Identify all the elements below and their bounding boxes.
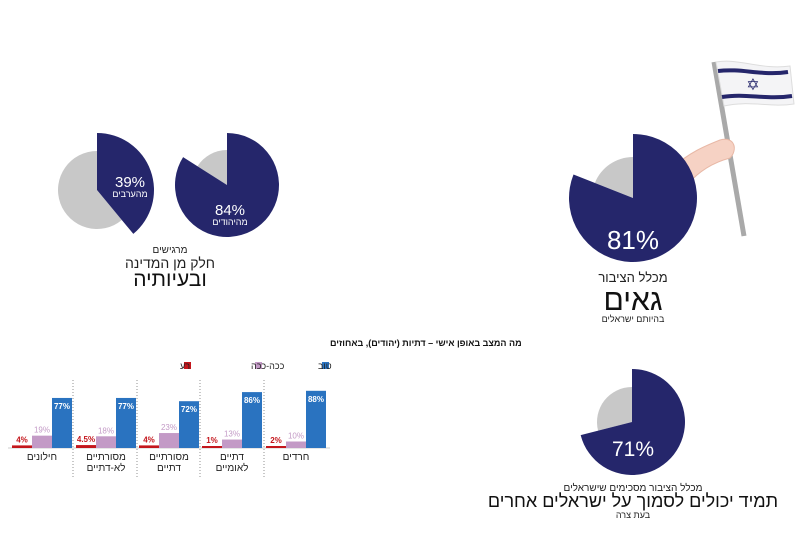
category-label: דתיים bbox=[157, 463, 181, 474]
category-label: לאומיים bbox=[216, 462, 249, 474]
category-label: חרדים bbox=[283, 452, 310, 463]
bar-bad bbox=[139, 445, 159, 448]
bar-label-bad: 4% bbox=[16, 435, 28, 444]
proud-value-label: 81% bbox=[607, 225, 659, 255]
bar-good bbox=[242, 392, 262, 448]
pie-proud bbox=[569, 134, 698, 262]
legend-label-bad: רע bbox=[180, 361, 190, 371]
bar-label-so-so: 23% bbox=[161, 423, 177, 432]
trust-headline: תמיד יכולים לסמוך על ישראלים אחרים bbox=[488, 491, 778, 511]
jews-remainder-slice bbox=[197, 150, 227, 185]
bar-good bbox=[52, 397, 72, 448]
category-label: חילונים bbox=[27, 451, 57, 463]
bar-bad bbox=[12, 445, 32, 448]
bar-bad bbox=[202, 446, 222, 448]
flag-stripe-bottom bbox=[721, 93, 793, 100]
proud-headline: גאים bbox=[603, 284, 662, 317]
pie-jews bbox=[175, 133, 280, 237]
bar-bad bbox=[76, 445, 96, 448]
trust-value-label: 71% bbox=[612, 438, 654, 461]
bar-label-good: 86% bbox=[244, 396, 260, 405]
bar-label-good: 72% bbox=[181, 405, 197, 414]
bar-label-bad: 4.5% bbox=[77, 435, 95, 444]
bar-label-good: 77% bbox=[118, 402, 134, 411]
bar-so-so bbox=[96, 436, 116, 448]
jews-value-slice bbox=[175, 133, 280, 237]
flag-stripe-top bbox=[717, 68, 789, 76]
proud-value-slice bbox=[569, 134, 698, 262]
bar-label-bad: 1% bbox=[206, 436, 218, 445]
legend-label-good: טוב bbox=[318, 361, 332, 371]
legend-label-so-so: ככה-ככה bbox=[251, 361, 285, 371]
bar-so-so bbox=[222, 439, 242, 448]
arabs-group-label: מהערבים bbox=[112, 189, 147, 199]
arabs-value-slice bbox=[97, 133, 154, 234]
bar-so-so bbox=[286, 441, 306, 448]
arabs-remainder-slice bbox=[57, 151, 122, 229]
proud-line1: מכלל הציבור bbox=[598, 270, 667, 285]
bar-good bbox=[179, 401, 199, 448]
trust-value-slice bbox=[580, 369, 685, 475]
bar-label-so-so: 10% bbox=[288, 432, 304, 441]
bar-chart-title: מה המצב באופן אישי – דתיות (יהודים), באח… bbox=[330, 338, 522, 348]
jews-value-label: 84% bbox=[215, 202, 245, 219]
bar-label-good: 88% bbox=[308, 395, 324, 404]
belong-headline: ובעיותיה bbox=[133, 268, 207, 291]
bar-label-so-so: 13% bbox=[224, 430, 240, 439]
legend-swatch-bad bbox=[184, 362, 191, 369]
flag-illustration: ✡ bbox=[671, 60, 795, 237]
pie-arabs bbox=[57, 133, 154, 234]
bar-chart: 88%10%2%חרדים86%13%1%דתייםלאומיים72%23%4… bbox=[8, 380, 330, 478]
bar-label-so-so: 18% bbox=[98, 426, 114, 435]
trust-remainder-slice bbox=[597, 387, 632, 431]
trust-line3: בעת צרה bbox=[616, 510, 651, 520]
jews-group-label: מהיהודים bbox=[212, 217, 247, 227]
bar-legend: טוב ככה-ככה רע bbox=[180, 361, 332, 371]
belong-line1: מרגישים bbox=[152, 245, 187, 256]
category-label: דתיים bbox=[220, 452, 244, 463]
bar-label-bad: 2% bbox=[270, 436, 282, 445]
bar-good bbox=[116, 397, 136, 448]
bar-bad bbox=[266, 446, 286, 448]
trust-line1: מכלל הציבור מסכימים שישראלים bbox=[564, 482, 703, 494]
proud-line3: בהיותם ישראלים bbox=[602, 314, 665, 324]
category-label: מסורתיים bbox=[86, 452, 126, 463]
bar-label-good: 77% bbox=[54, 402, 70, 411]
legend-swatch-good bbox=[322, 362, 329, 369]
arabs-value-label: 39% bbox=[115, 174, 145, 191]
pie-trust bbox=[580, 369, 685, 475]
bar-so-so bbox=[32, 435, 52, 448]
proud-remainder-slice bbox=[594, 157, 633, 198]
bar-label-bad: 4% bbox=[143, 435, 155, 444]
category-label: מסורתיים bbox=[149, 452, 189, 463]
category-label: לא-דתיים bbox=[87, 462, 126, 474]
bar-label-so-so: 19% bbox=[34, 426, 50, 435]
legend-swatch-so-so bbox=[255, 362, 262, 369]
bar-good bbox=[306, 390, 326, 448]
bar-so-so bbox=[159, 433, 179, 448]
belong-line2: חלק מן המדינה bbox=[125, 255, 215, 271]
star-of-david-icon: ✡ bbox=[746, 75, 759, 94]
